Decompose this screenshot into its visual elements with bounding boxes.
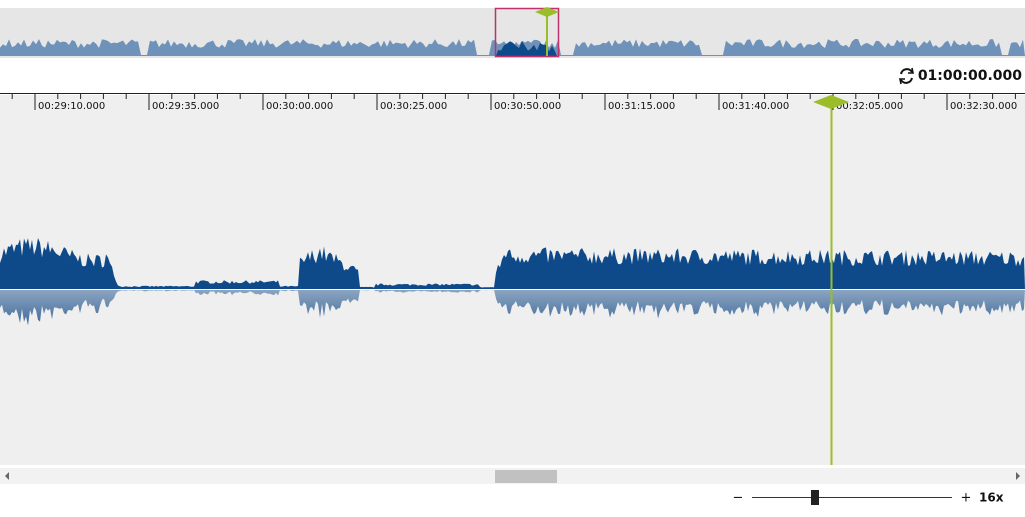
time-label: 00:30:25.000 [380, 101, 447, 112]
time-label: 00:30:00.000 [266, 101, 333, 112]
time-label: 00:29:35.000 [152, 101, 219, 112]
overview-selection-waveform [496, 41, 557, 56]
refresh-icon[interactable] [899, 67, 914, 85]
waveform-lower [0, 289, 1025, 326]
scroll-right[interactable] [1016, 472, 1020, 480]
waveform-upper [0, 238, 1025, 289]
scroll-thumb[interactable] [495, 470, 557, 483]
zoom-level: 16x [979, 491, 1004, 505]
scroll-left[interactable] [5, 472, 9, 480]
time-label: 00:30:50.000 [494, 101, 561, 112]
time-label: 00:31:15.000 [608, 101, 675, 112]
header-bar [0, 62, 1025, 90]
overview-playhead-handle[interactable] [535, 7, 559, 17]
overview-selection[interactable] [494, 7, 560, 58]
time-label: 00:31:40.000 [722, 101, 789, 112]
zoom-thumb[interactable] [811, 490, 819, 505]
zoom-out[interactable]: − [733, 491, 744, 506]
time-label: 00:32:30.000 [950, 101, 1017, 112]
playhead-handle[interactable] [813, 95, 849, 109]
ruler: 00:29:10.000 00:29:35.000 00:30:00.000 00:3… [11, 93, 1017, 112]
time-label: 00:29:10.000 [38, 101, 105, 112]
duration: 01:00:00.000 [918, 68, 1022, 84]
time-label: 00:32:05.000 [836, 101, 903, 112]
zoom-in[interactable]: + [961, 491, 972, 506]
